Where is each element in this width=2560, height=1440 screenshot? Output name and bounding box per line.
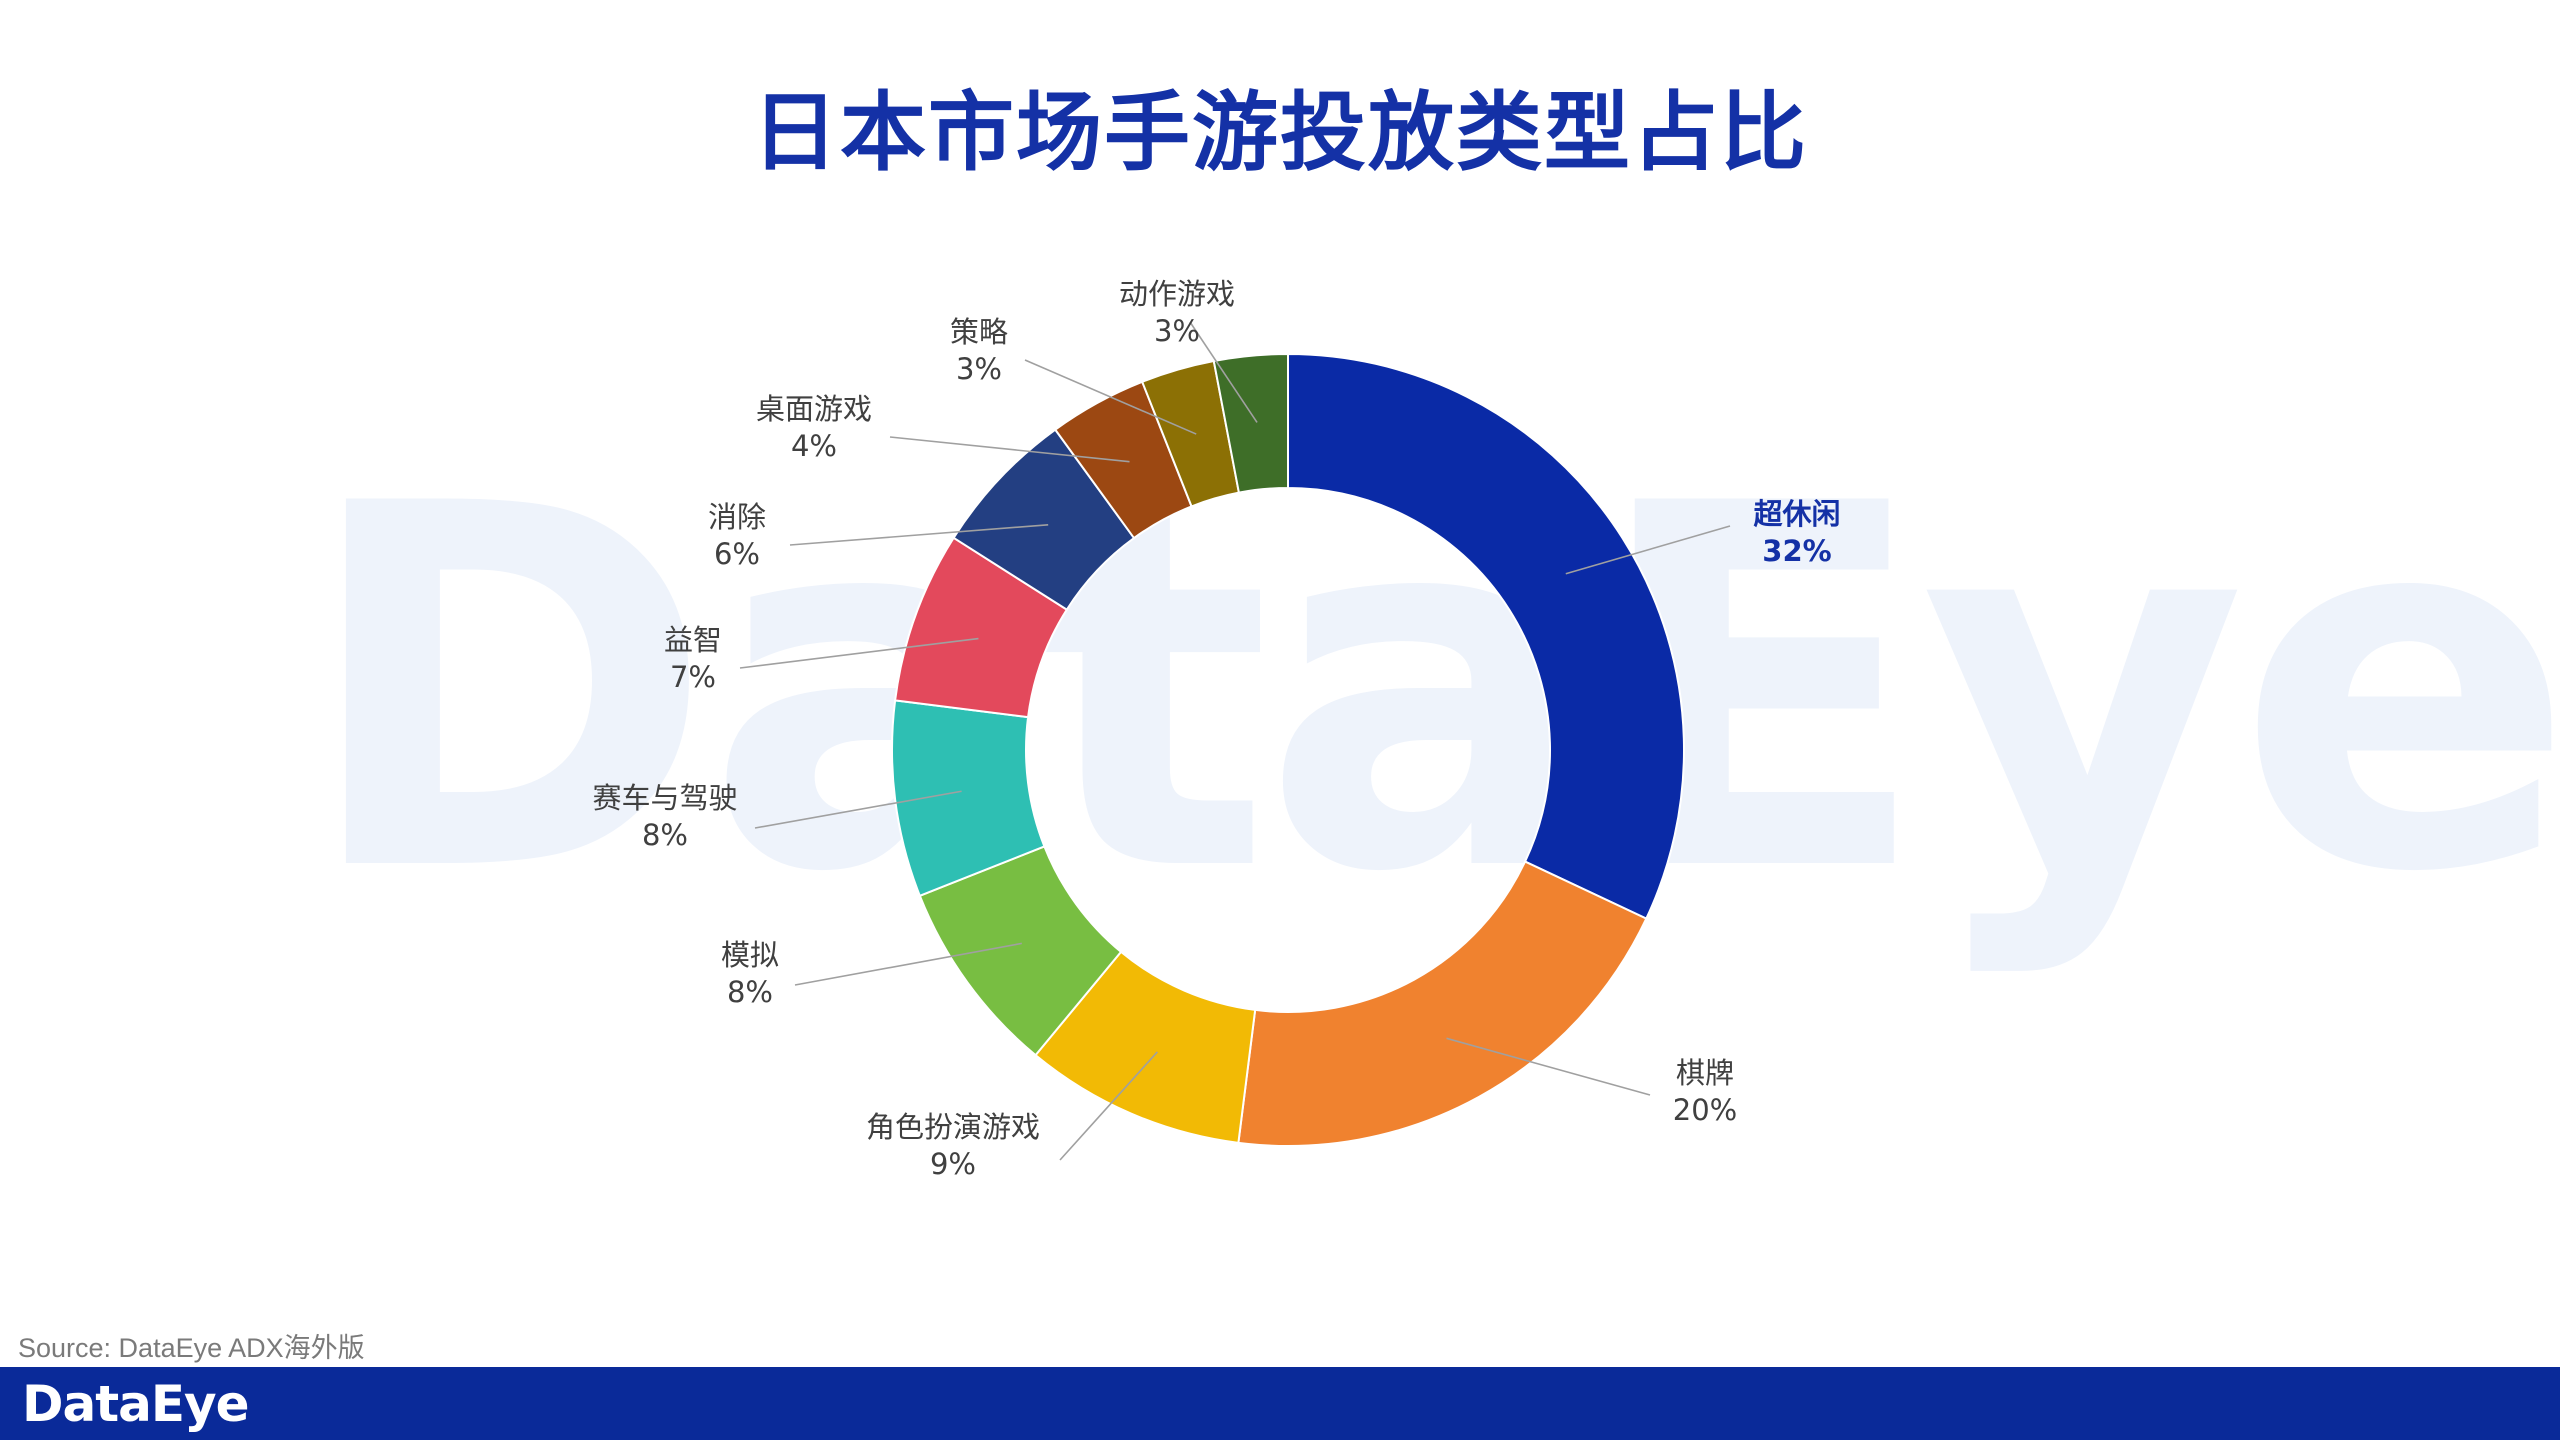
donut-slices	[891, 352, 1685, 1147]
slice-percent-label-8: 3%	[956, 352, 1002, 386]
leader-line-0	[1565, 525, 1731, 575]
leader-line-7	[889, 436, 1130, 463]
slice-percent-label-4: 8%	[642, 818, 688, 852]
slice-name-label-6: 消除	[708, 500, 766, 534]
slice-percent-label-3: 8%	[727, 975, 773, 1009]
slice-percent-label-7: 4%	[791, 429, 837, 463]
slice-percent-label-6: 6%	[714, 537, 760, 571]
slice-name-label-2: 角色扮演游戏	[866, 1110, 1040, 1144]
leader-line-1	[1446, 1037, 1651, 1096]
footer-bar: DataEye	[0, 1367, 2560, 1440]
slice-percent-label-1: 20%	[1673, 1093, 1737, 1127]
slice-percent-label-2: 9%	[930, 1147, 976, 1181]
leader-line-4	[754, 790, 962, 829]
slice-name-label-8: 策略	[950, 315, 1008, 349]
source-note: Source: DataEye ADX海外版	[18, 1333, 365, 1363]
donut-chart: 超休闲32%棋牌20%角色扮演游戏9%模拟8%赛车与驾驶8%益智7%消除6%桌面…	[592, 277, 1840, 1181]
slice-percent-label-9: 3%	[1154, 314, 1200, 348]
slice-name-label-3: 模拟	[721, 938, 779, 972]
leader-line-9	[1189, 321, 1258, 423]
donut-slice-0	[1287, 352, 1685, 920]
leader-line-5	[739, 637, 979, 669]
leader-line-8	[1024, 359, 1197, 435]
donut-slice-9	[1212, 352, 1289, 494]
slice-name-label-7: 桌面游戏	[756, 392, 872, 426]
slice-name-label-4: 赛车与驾驶	[592, 781, 737, 815]
slice-labels: 超休闲32%棋牌20%角色扮演游戏9%模拟8%赛车与驾驶8%益智7%消除6%桌面…	[592, 277, 1840, 1181]
page-title: 日本市场手游投放类型占比	[752, 83, 1808, 183]
slice-name-label-5: 益智	[664, 623, 722, 657]
slice-percent-label-5: 7%	[670, 660, 716, 694]
leader-lines	[739, 321, 1731, 1161]
slice-name-label-1: 棋牌	[1676, 1056, 1734, 1090]
donut-slice-1	[1237, 860, 1648, 1147]
slice-percent-label-0: 32%	[1762, 534, 1831, 568]
dataeye-logo: DataEye	[22, 1375, 250, 1433]
slice-name-label-9: 动作游戏	[1119, 277, 1235, 311]
slice-name-label-0: 超休闲	[1753, 497, 1840, 531]
leader-line-3	[794, 942, 1022, 986]
leader-line-6	[789, 523, 1049, 546]
leader-line-2	[1059, 1051, 1158, 1161]
